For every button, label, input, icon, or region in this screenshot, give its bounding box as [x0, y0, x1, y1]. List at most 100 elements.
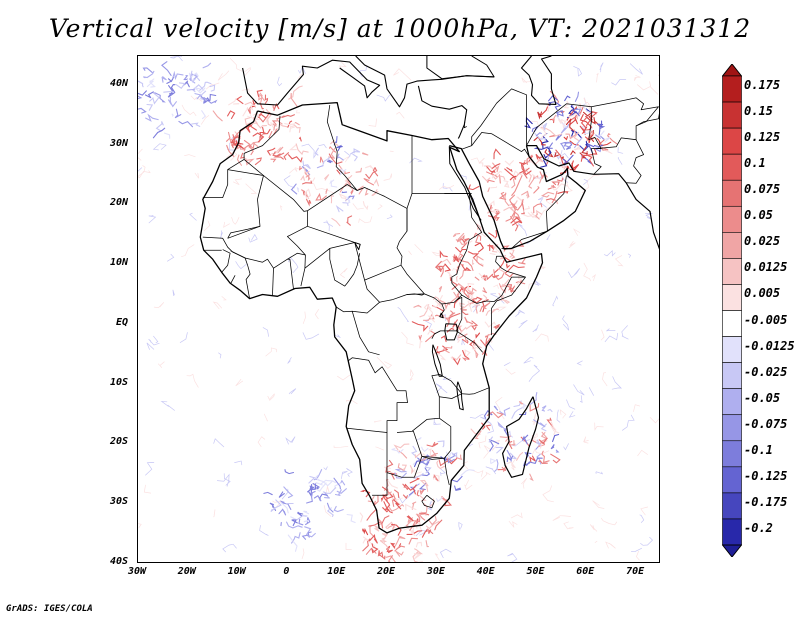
velocity-contour — [611, 376, 622, 390]
velocity-contour — [583, 97, 589, 104]
black-sea-coastline — [426, 56, 495, 80]
velocity-contour — [441, 258, 452, 265]
colorbar-label: 0.005 — [744, 286, 781, 301]
colorbar-label: -0.175 — [744, 494, 788, 509]
velocity-contour — [415, 541, 423, 548]
velocity-contour — [538, 460, 548, 464]
velocity-contour — [284, 469, 295, 475]
velocity-contour — [345, 542, 352, 550]
velocity-contour — [579, 145, 589, 151]
velocity-contour — [200, 95, 206, 104]
velocity-contour — [604, 332, 619, 343]
velocity-contour — [460, 286, 473, 295]
velocity-contour — [287, 357, 292, 364]
velocity-contour — [318, 493, 328, 502]
velocity-contour — [436, 497, 444, 503]
velocity-contour — [368, 118, 377, 127]
velocity-contour — [421, 528, 428, 538]
velocity-contour — [451, 354, 462, 361]
velocity-contour — [409, 521, 421, 531]
colorbar — [722, 64, 742, 557]
country-border — [221, 249, 231, 273]
velocity-contour — [563, 136, 568, 141]
velocity-contour — [529, 473, 534, 482]
velocity-contour — [287, 154, 303, 163]
velocity-contour — [486, 179, 495, 183]
velocity-contour — [200, 115, 210, 125]
country-border — [526, 103, 602, 175]
velocity-contour — [148, 338, 160, 346]
velocity-contour — [186, 373, 199, 388]
velocity-contour — [153, 335, 159, 344]
colorbar-segment — [722, 336, 742, 363]
velocity-contour — [586, 137, 595, 141]
velocity-contour — [421, 446, 429, 453]
velocity-contour — [362, 201, 369, 211]
velocity-contour — [524, 116, 533, 129]
velocity-contour — [439, 299, 449, 311]
velocity-contour — [563, 443, 569, 451]
velocity-contour — [503, 206, 515, 213]
velocity-contour — [483, 445, 491, 459]
velocity-contour — [598, 130, 605, 138]
velocity-contour — [257, 110, 271, 123]
velocity-contour — [264, 94, 269, 104]
velocity-contour — [379, 554, 386, 560]
velocity-contour — [277, 76, 283, 87]
velocity-contour — [138, 107, 147, 114]
velocity-contour — [572, 228, 581, 236]
velocity-contour — [344, 150, 351, 159]
velocity-contour — [376, 356, 393, 369]
velocity-contour — [341, 191, 348, 194]
velocity-contour — [146, 103, 154, 111]
colorbar-segment — [722, 284, 742, 311]
x-tick-label: 30E — [426, 566, 445, 577]
velocity-contour — [487, 243, 494, 252]
colorbar-segment — [722, 153, 742, 181]
velocity-contour — [343, 176, 351, 188]
velocity-contour — [303, 510, 310, 515]
velocity-contour — [364, 188, 369, 196]
velocity-contour — [545, 198, 556, 201]
velocity-contour — [522, 167, 530, 179]
velocity-contour — [480, 232, 486, 238]
velocity-contour — [277, 146, 284, 154]
velocity-contour — [285, 436, 296, 445]
velocity-contour — [191, 84, 205, 93]
velocity-contour — [152, 127, 166, 139]
colorbar-label: 0.175 — [744, 78, 781, 92]
velocity-contour — [507, 440, 516, 447]
velocity-contour — [481, 471, 491, 480]
velocity-contour — [468, 184, 480, 191]
velocity-contour — [505, 368, 516, 375]
velocity-contour — [167, 85, 176, 98]
velocity-contour — [458, 521, 463, 531]
velocity-contour — [635, 550, 640, 561]
velocity-contour — [319, 479, 336, 485]
velocity-contour — [298, 136, 302, 142]
velocity-contour — [433, 474, 439, 482]
velocity-contour — [504, 160, 514, 166]
velocity-contour — [563, 141, 572, 148]
y-tick-label: 30S — [109, 496, 128, 508]
velocity-contour — [501, 465, 507, 472]
colorbar-segment — [722, 492, 742, 520]
country-border — [412, 417, 452, 460]
country-border — [591, 97, 659, 149]
velocity-contour — [408, 537, 419, 545]
velocity-contour — [266, 147, 276, 156]
velocity-contour — [509, 252, 516, 259]
velocity-contour — [409, 465, 414, 475]
velocity-contour — [325, 485, 330, 495]
velocity-contour — [551, 190, 558, 204]
velocity-contour — [244, 117, 251, 126]
velocity-contour — [142, 67, 153, 73]
velocity-contour — [559, 141, 569, 150]
velocity-contour — [598, 134, 605, 140]
colorbar-segment — [722, 101, 742, 129]
velocity-contour — [313, 469, 323, 481]
velocity-contour — [456, 237, 463, 243]
velocity-contour — [373, 420, 382, 423]
velocity-contour — [416, 514, 421, 523]
velocity-contour — [442, 375, 452, 381]
